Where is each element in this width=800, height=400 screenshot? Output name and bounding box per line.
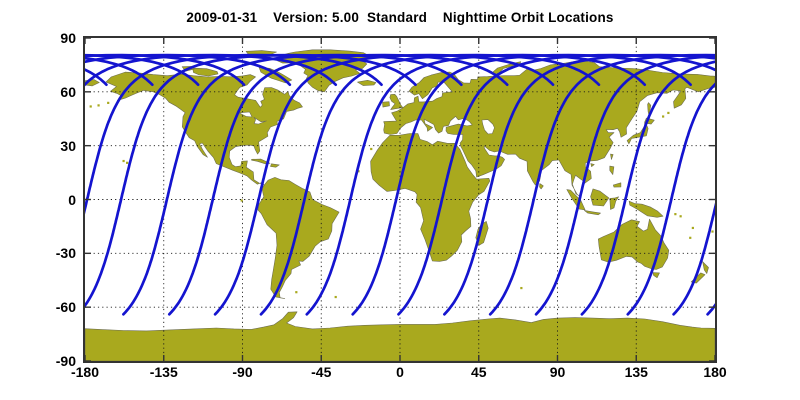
y-tick-label: 60	[60, 83, 76, 100]
inland-water	[253, 117, 267, 125]
orbit-track	[351, 53, 692, 316]
orbit-track	[305, 53, 647, 316]
x-tick-label: -90	[232, 364, 253, 380]
landmass	[251, 158, 271, 165]
orbit-track	[488, 53, 715, 316]
landmass	[652, 272, 660, 278]
orbit-tracks-layer	[85, 53, 715, 316]
island-speck	[674, 213, 677, 216]
landmass	[702, 261, 709, 274]
orbit-track	[122, 53, 463, 316]
y-tick-label: -90	[55, 353, 76, 369]
x-tick-label: 0	[396, 364, 404, 380]
island-speck	[689, 236, 692, 239]
x-tick-label: -45	[311, 364, 332, 380]
y-tick-label: 90	[60, 30, 76, 46]
island-speck	[679, 215, 682, 218]
landmass	[613, 182, 622, 188]
x-tick-label: 45	[470, 364, 487, 380]
island-speck	[667, 111, 670, 115]
island-speck	[240, 199, 243, 202]
landmass	[609, 196, 619, 210]
tick-marks-layer	[85, 38, 715, 361]
x-tick-label: 90	[549, 364, 566, 380]
landmass	[590, 163, 595, 167]
island-speck	[97, 104, 100, 107]
landmass	[598, 218, 670, 270]
landmass	[370, 133, 491, 262]
landmass	[192, 67, 219, 77]
island-speck	[89, 105, 92, 108]
x-tick-label: 180	[703, 364, 727, 380]
landmass	[647, 102, 652, 116]
island-speck	[711, 230, 714, 233]
orbit-track	[85, 53, 383, 215]
graticule-layer	[85, 38, 715, 361]
island-speck	[691, 226, 694, 230]
x-tick-label: -135	[149, 364, 178, 380]
x-tick-label: 135	[624, 364, 648, 380]
landmass	[382, 101, 390, 108]
orbit-track	[397, 53, 715, 316]
y-tick-label: 30	[60, 137, 76, 154]
island-speck	[334, 295, 337, 299]
orbit-track	[580, 60, 715, 316]
orbit-track	[626, 82, 715, 316]
landmass	[590, 188, 610, 207]
y-axis-labels: 90 60 30 0 -30 -60 -90	[0, 0, 79, 400]
island-speck	[662, 115, 665, 118]
landmass	[584, 210, 601, 216]
y-tick-label: 0	[68, 191, 76, 208]
orbit-track	[167, 53, 509, 316]
landmass	[610, 153, 614, 160]
y-tick-label: -30	[55, 245, 76, 262]
x-tick-label: -180	[70, 364, 100, 380]
island-speck	[295, 291, 298, 294]
world-map-canvas	[85, 38, 715, 361]
orbit-track	[259, 53, 601, 316]
island-speck	[122, 159, 125, 163]
plot-frame	[83, 36, 717, 363]
landmass	[389, 94, 404, 110]
landmass	[609, 165, 615, 175]
landmass	[383, 60, 715, 198]
orbit-track	[443, 53, 715, 316]
inland-water	[238, 111, 253, 118]
orbit-track	[85, 53, 338, 87]
landmass	[628, 200, 664, 218]
inland-water	[481, 119, 495, 135]
island-speck	[126, 161, 129, 164]
orbit-track	[213, 53, 555, 316]
island-speck	[107, 101, 110, 104]
orbit-track	[534, 54, 715, 316]
plot-title: 2009-01-31 Version: 5.00 Standard Nightt…	[186, 10, 614, 25]
landmass	[539, 183, 544, 190]
landmass	[357, 80, 377, 86]
landmass	[270, 163, 280, 168]
island-speck	[370, 147, 373, 151]
orbit-track	[85, 53, 417, 308]
y-tick-label: -60	[55, 299, 76, 316]
island-speck	[520, 286, 523, 290]
orbit-track	[672, 202, 715, 316]
landmass	[257, 177, 340, 299]
orbit-track	[85, 53, 292, 87]
